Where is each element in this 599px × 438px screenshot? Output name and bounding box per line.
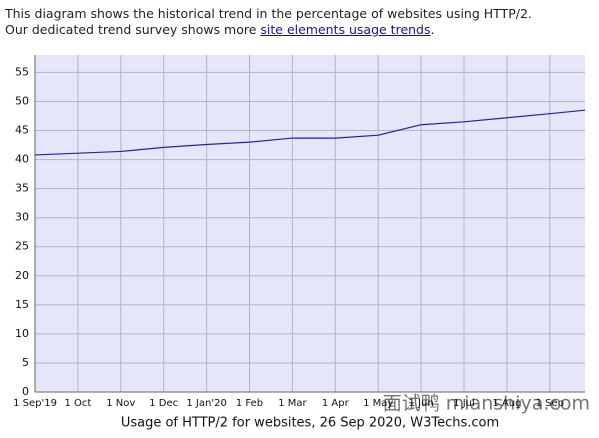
y-tick-label: 10 — [15, 327, 29, 340]
x-tick-label: 1 Jun — [409, 398, 434, 409]
y-tick-label: 15 — [15, 298, 29, 311]
data-line — [34, 109, 586, 156]
y-tick-label: 30 — [15, 211, 29, 224]
intro-text: . — [430, 22, 435, 37]
intro-line: This diagram shows the historical trend … — [5, 6, 532, 21]
trend-link[interactable]: site elements usage trends — [260, 22, 431, 37]
y-tick-label: 5 — [22, 356, 29, 369]
watermark: 面试鸭 mianshiya.com — [383, 393, 590, 415]
y-tick-label: 0 — [22, 385, 29, 398]
x-tick-label: 1 May — [363, 398, 393, 409]
x-tick-label: 1 Sep — [536, 398, 564, 409]
x-tick-label: 1 Apr — [322, 398, 350, 409]
intro: This diagram shows the historical trend … — [5, 6, 532, 38]
x-tick-label: 1 Dec — [149, 398, 178, 409]
x-tick-label: 1 Feb — [236, 398, 263, 409]
intro-line: Our dedicated trend survey shows more si… — [5, 22, 532, 38]
y-tick-label: 50 — [15, 94, 29, 107]
x-tick-label: 1 Sep'19 — [13, 398, 57, 409]
x-tick-label: 1 Jan'20 — [186, 398, 226, 409]
plot-area — [35, 55, 585, 392]
y-tick-label: 45 — [15, 124, 29, 137]
intro-text: Our dedicated trend survey shows more — [5, 22, 261, 37]
x-tick-label: 1 Nov — [106, 398, 135, 409]
x-tick-label: 1 Oct — [64, 398, 91, 409]
y-tick-label: 40 — [15, 153, 29, 166]
x-tick-label: 1 Aug — [492, 398, 521, 409]
x-tick-label: 1 Mar — [278, 398, 307, 409]
y-tick-label: 20 — [15, 269, 29, 282]
y-tick-label: 55 — [15, 65, 29, 78]
y-tick-label: 35 — [15, 182, 29, 195]
caption: Usage of HTTP/2 for websites, 26 Sep 202… — [121, 416, 499, 431]
x-tick-label: 1 Jul — [453, 398, 475, 409]
y-tick-label: 25 — [15, 240, 29, 253]
